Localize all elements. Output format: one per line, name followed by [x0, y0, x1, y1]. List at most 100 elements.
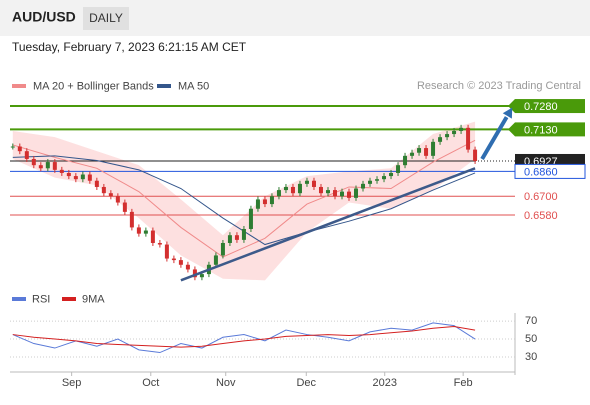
candle: [213, 255, 218, 265]
period[interactable]: DAILY: [89, 11, 123, 25]
candle: [192, 269, 197, 278]
rsi-line: [12, 325, 476, 348]
candle: [227, 235, 232, 243]
candle: [248, 208, 253, 229]
candle: [150, 230, 155, 243]
legend-label: MA 20 + Bollinger Bands: [33, 80, 154, 92]
symbol: AUD/USD: [12, 9, 76, 25]
candle: [424, 148, 429, 156]
candle: [66, 172, 71, 177]
candle: [262, 199, 267, 205]
candle: [143, 230, 148, 234]
candle: [452, 130, 457, 135]
level-label: 0.6580: [524, 210, 558, 222]
candle: [10, 146, 15, 148]
candle: [347, 191, 352, 198]
level-label: 0.7130: [524, 124, 558, 136]
candle: [171, 258, 176, 261]
candle: [101, 186, 106, 194]
candle: [290, 186, 295, 194]
x-tick-label: Feb: [454, 377, 473, 389]
candle: [304, 180, 309, 184]
candle: [459, 127, 464, 131]
rsi-tick-label: 50: [525, 333, 537, 345]
candle: [38, 165, 43, 169]
candle: [466, 127, 471, 150]
forecast-arrow: [480, 116, 509, 160]
legend-label: MA 50: [178, 80, 209, 92]
candle: [80, 174, 85, 180]
level-box: [515, 122, 585, 137]
bollinger-band: [12, 121, 476, 281]
trendline: [180, 167, 476, 282]
legend-swatch: [62, 297, 76, 301]
candle: [438, 137, 443, 142]
candle: [354, 188, 359, 198]
candle: [297, 183, 302, 194]
candle: [318, 186, 323, 194]
candle: [311, 180, 316, 187]
candle: [473, 149, 478, 161]
candle: [157, 242, 162, 245]
candle: [332, 190, 337, 197]
candle: [255, 199, 260, 209]
candle: [122, 202, 127, 212]
candle: [276, 190, 281, 197]
x-tick-label: Dec: [296, 377, 316, 389]
candle: [403, 155, 408, 166]
candle: [17, 146, 22, 152]
x-tick-label: Oct: [142, 377, 159, 389]
candle: [129, 211, 134, 228]
candle: [220, 242, 225, 256]
period-button[interactable]: [83, 7, 129, 30]
x-tick-label: Nov: [216, 377, 236, 389]
legend-swatch: [12, 84, 26, 88]
candle: [368, 180, 373, 184]
candle: [339, 191, 344, 197]
candle: [87, 174, 92, 181]
candle: [361, 183, 366, 189]
candle: [94, 180, 99, 187]
candle: [178, 260, 183, 265]
candle: [73, 176, 78, 180]
rsi-line: [12, 322, 476, 354]
x-tick-label: 2023: [372, 377, 396, 389]
legend-swatch: [157, 84, 171, 88]
candle: [445, 134, 450, 138]
moving-average: [12, 139, 476, 258]
level-label: 0.7280: [524, 101, 558, 113]
rsi-tick-label: 70: [525, 315, 537, 327]
candle: [59, 169, 64, 173]
candle: [431, 141, 436, 156]
level-box: [514, 163, 586, 179]
candle: [283, 186, 288, 191]
level-pointer: [508, 122, 515, 137]
legend-swatch: [12, 297, 26, 301]
timestamp: Tuesday, February 7, 2023 6:21:15 AM CET: [12, 40, 247, 54]
candle: [382, 176, 387, 180]
candle: [417, 148, 422, 153]
candle: [269, 196, 274, 205]
level-box: [515, 99, 585, 114]
candle: [164, 244, 169, 259]
candle: [108, 193, 113, 197]
legend-label: 9MA: [82, 293, 105, 305]
candle: [52, 162, 57, 170]
candle: [24, 151, 29, 159]
legend-label: RSI: [32, 293, 50, 305]
candle: [185, 264, 190, 270]
credit: Research © 2023 Trading Central: [417, 80, 581, 92]
arrow-head: [502, 107, 513, 119]
candle: [31, 158, 36, 166]
level-label: 0.6860: [524, 166, 558, 178]
candle: [325, 190, 330, 194]
candle: [45, 162, 50, 169]
candle: [234, 235, 239, 240]
candle: [115, 196, 120, 203]
rsi-tick-label: 30: [525, 351, 537, 363]
candle: [241, 228, 246, 240]
candle: [199, 274, 204, 278]
candle: [410, 152, 415, 156]
x-tick-label: Sep: [62, 377, 82, 389]
